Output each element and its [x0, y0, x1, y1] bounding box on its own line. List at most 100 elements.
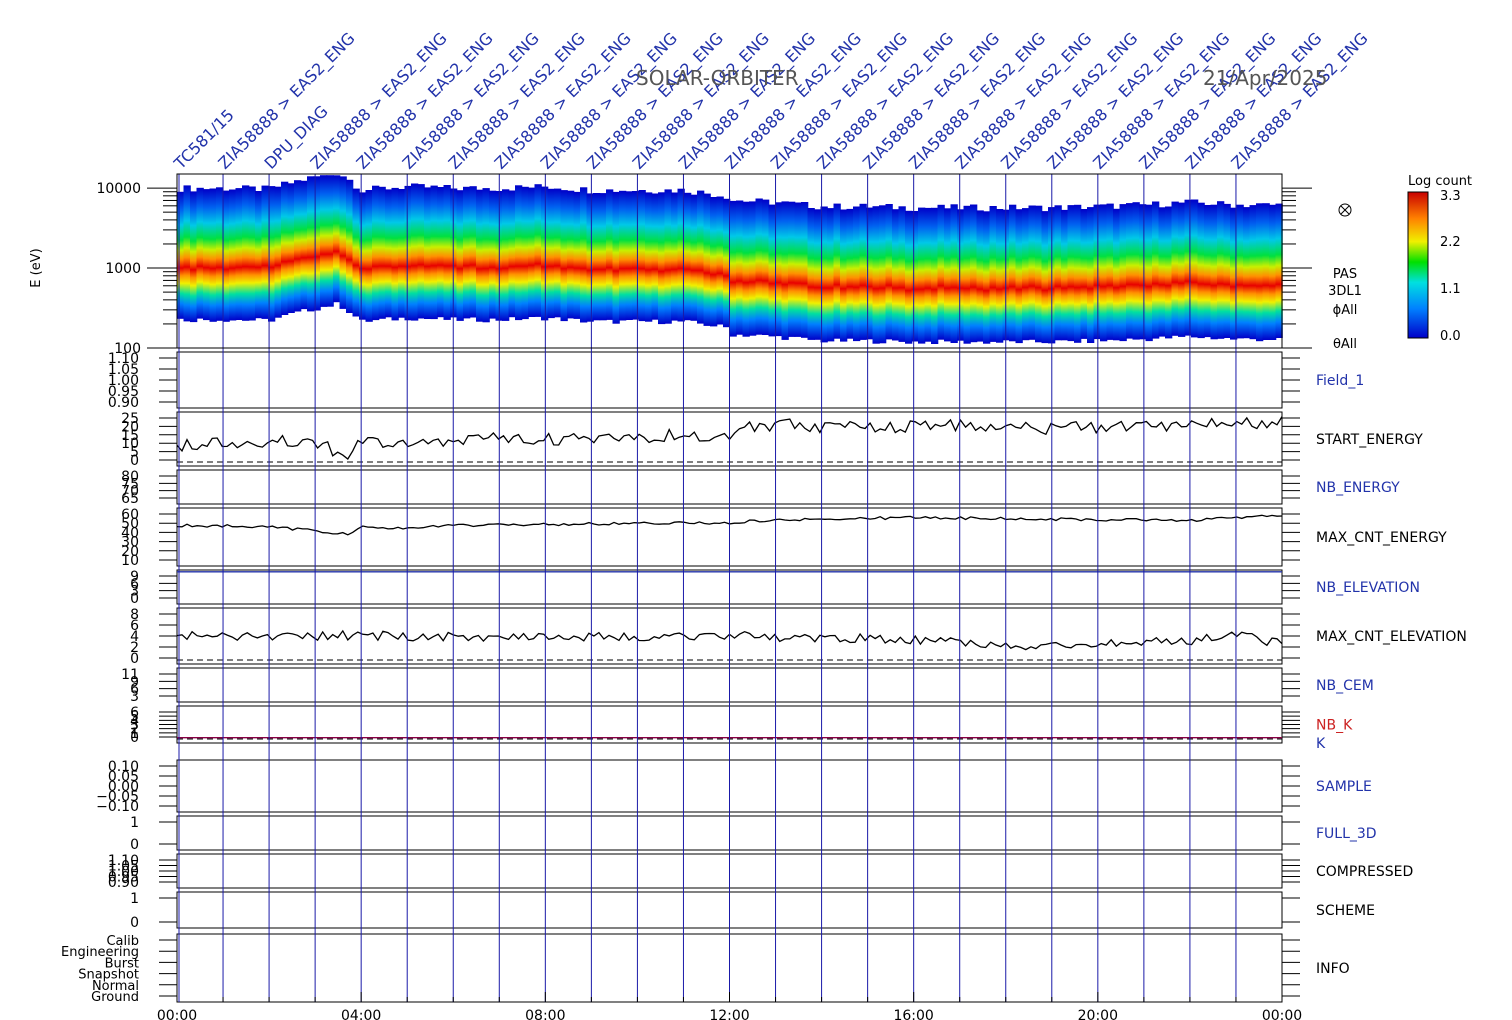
- spectrogram-column: [554, 188, 562, 318]
- spectrogram-column: [1035, 205, 1043, 343]
- spectrogram-column: [716, 196, 724, 325]
- spectrogram-column: [1113, 208, 1121, 341]
- spectrogram-column: [827, 208, 835, 342]
- spectrogram-column: [489, 190, 497, 319]
- spectrogram-column: [385, 189, 393, 318]
- spectrogram-column: [801, 202, 809, 338]
- panel-field-1: 1.101.051.000.950.90 Field_1: [108, 351, 1364, 411]
- spectrogram-column: [703, 193, 711, 326]
- spectrogram-column: [632, 191, 640, 320]
- spectrogram-column: [567, 190, 575, 319]
- spectrogram-column: [1145, 204, 1153, 342]
- spectrogram-column: [1230, 207, 1238, 340]
- spectrogram-column: [723, 198, 731, 328]
- spectrogram-column: [580, 187, 588, 323]
- spectrogram-column: [950, 204, 958, 343]
- panel-tick-label: 5: [130, 709, 139, 725]
- panel-name: SAMPLE: [1316, 779, 1372, 795]
- spectrogram-column: [1197, 202, 1205, 339]
- spectrogram-column: [1041, 211, 1049, 344]
- spectrogram-column: [989, 206, 997, 342]
- panel-tick-label: 1: [130, 891, 139, 907]
- spectrogram-column: [671, 192, 679, 321]
- spectrogram-column: [196, 187, 204, 319]
- panel-tick-label: 1.05: [108, 859, 139, 875]
- spectrogram-column: [1152, 201, 1160, 339]
- spectrogram-column: [229, 189, 237, 321]
- spectrogram-column: [957, 209, 965, 341]
- spectrogram-column: [307, 176, 315, 312]
- spectrogram-column: [892, 209, 900, 341]
- panel-tick-label: 25: [121, 411, 139, 427]
- spectrogram-column: [840, 209, 848, 342]
- spectrogram-column: [1080, 209, 1088, 339]
- spectrogram-column: [424, 187, 432, 319]
- phi-label: ϕAll: [1333, 303, 1358, 318]
- panel-tick-label: 0.90: [108, 395, 139, 411]
- spectrogram-column: [1028, 205, 1036, 340]
- spectrogram-tick-label: 10000: [96, 181, 141, 197]
- panel-tick-label: 5: [130, 445, 139, 461]
- spectrogram-column: [1171, 201, 1179, 336]
- spectrogram-column: [1126, 203, 1134, 339]
- parameter-panels: 1.101.051.000.950.90Field_12520151050STA…: [61, 351, 1467, 1005]
- panel-name: START_ENERGY: [1316, 432, 1423, 448]
- spectrogram-column: [294, 180, 302, 312]
- spectrogram-column: [521, 186, 529, 320]
- panel-tick-label: 30: [121, 535, 139, 551]
- colorbar-gradient: [1407, 191, 1429, 339]
- spectrogram-column: [593, 193, 601, 321]
- spectrogram-column: [1100, 204, 1108, 342]
- spectrogram-column: [1093, 204, 1101, 340]
- panel-tick-label: 80: [121, 469, 139, 485]
- panel-name: Field_1: [1316, 373, 1364, 389]
- spectrogram-column: [235, 188, 243, 320]
- panel-tick-label: 0.90: [108, 875, 139, 891]
- spectrogram-column: [879, 205, 887, 344]
- panel-tick-label: 4: [130, 629, 139, 645]
- spectrogram-column: [242, 185, 250, 321]
- spectrogram-column: [1275, 203, 1283, 338]
- spectrogram-column: [216, 187, 224, 321]
- spectrogram-column: [918, 207, 926, 344]
- spectrogram-column: [268, 186, 276, 322]
- spectrogram-column: [1022, 208, 1030, 341]
- panel-tick-label: −0.10: [96, 799, 139, 815]
- panel-tick-label: 20: [121, 544, 139, 560]
- time-tick-label: 20:00: [1078, 1008, 1118, 1020]
- panel-tick-label: Burst: [105, 956, 139, 971]
- spectrogram-column: [586, 193, 594, 322]
- spectrogram-column: [1106, 203, 1114, 340]
- spectrogram-column: [599, 193, 607, 321]
- panel-tick-label: 0: [130, 915, 139, 931]
- spectrogram-column: [645, 192, 653, 322]
- spectrogram-column: [528, 187, 536, 317]
- panel-tick-label: 4: [130, 713, 139, 729]
- panel-tick-label: 6: [130, 576, 139, 592]
- panel-tick-label: 0.05: [108, 769, 139, 785]
- spectrogram-column: [573, 191, 581, 319]
- spectrogram-column: [866, 207, 874, 340]
- spectrogram-column: [560, 190, 568, 322]
- spectrogram-column: [404, 185, 412, 321]
- spectrogram-column: [190, 191, 198, 323]
- spectrogram-column: [456, 190, 464, 321]
- panel-k: K: [1316, 736, 1326, 752]
- spectrogram-column: [300, 180, 308, 310]
- panel-tick-label: Normal: [92, 979, 139, 994]
- panel-scheme: 1 0 SCHEME: [130, 891, 1375, 931]
- panel-compressed: 1.101.051.000.950.90 COMPRESSED: [108, 853, 1413, 891]
- spectrogram-column: [177, 191, 185, 319]
- spectrogram-column: [742, 201, 750, 337]
- panel-tick-label: −0.05: [96, 789, 139, 805]
- spectrogram-column: [352, 188, 360, 317]
- panel-name: NB_ENERGY: [1316, 480, 1400, 496]
- spectrogram-column: [183, 185, 191, 322]
- spectrogram-column: [287, 183, 295, 313]
- panel-tick-label: 65: [121, 491, 139, 507]
- panel-name: SCHEME: [1316, 903, 1375, 919]
- spectrogram-column: [885, 204, 893, 340]
- spectrogram-column: [1249, 205, 1257, 340]
